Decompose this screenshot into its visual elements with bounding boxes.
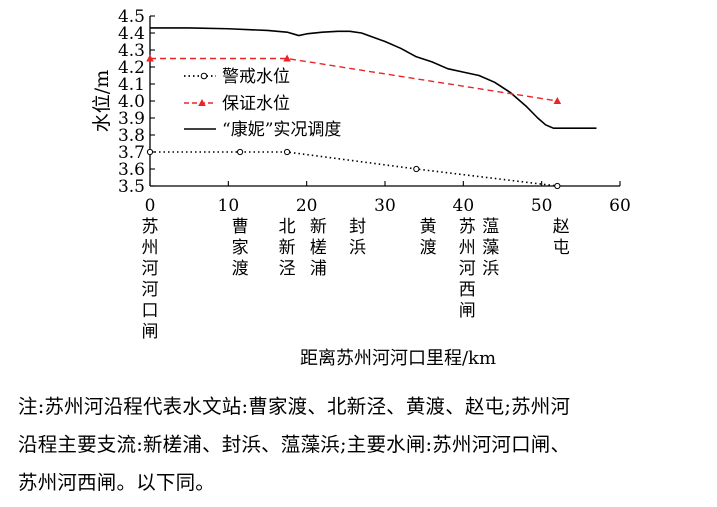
station-label: 赵屯 bbox=[553, 217, 570, 258]
station-label: 曹家渡 bbox=[232, 217, 249, 279]
y-tick-label: 3.6 bbox=[118, 160, 145, 180]
station-label: 苏州河西闸 bbox=[459, 217, 476, 321]
note-line: 注:苏州河沿程代表水文站:曹家渡、北新泾、黄渡、赵屯;苏州河 bbox=[18, 395, 571, 418]
y-tick-label: 3.7 bbox=[118, 143, 145, 163]
x-tick-label: 10 bbox=[218, 196, 240, 216]
series-line-actual bbox=[150, 27, 597, 129]
legend-label: 保证水位 bbox=[222, 94, 290, 114]
x-tick-label: 30 bbox=[374, 196, 396, 216]
y-tick-label: 3.5 bbox=[118, 177, 145, 197]
note-line: 沿程主要支流:新槎浦、封浜、蕰藻浜;主要水闸:苏州河河口闸、 bbox=[18, 433, 571, 456]
station-label: 苏州河河口闸 bbox=[142, 217, 159, 342]
station-label: 新槎浦 bbox=[310, 217, 327, 279]
series-point-guarantee bbox=[283, 54, 291, 62]
water-level-chart: 3.53.63.73.83.94.04.14.24.34.44.5 0 10 20 3… bbox=[91, 7, 631, 369]
note-line: 苏州河西闸。以下同。 bbox=[18, 471, 216, 494]
series-point-warning bbox=[554, 182, 561, 190]
y-axis-ticks: 3.53.63.73.83.94.04.14.24.34.44.5 bbox=[118, 7, 155, 197]
series-line-warning bbox=[150, 151, 558, 187]
legend-marker-warning bbox=[200, 72, 208, 80]
station-label: 蕰藻浜 bbox=[482, 217, 499, 279]
y-tick-label: 3.8 bbox=[118, 126, 145, 146]
y-tick-label: 4.0 bbox=[118, 92, 145, 112]
x-tick-label: 20 bbox=[296, 196, 318, 216]
series-line-guarantee bbox=[150, 57, 558, 102]
y-axis-label: 水位/m bbox=[91, 70, 113, 132]
series-point-warning bbox=[283, 148, 291, 156]
chart-series bbox=[146, 27, 597, 190]
y-tick-label: 3.9 bbox=[118, 109, 145, 129]
y-tick-label: 4.2 bbox=[118, 58, 145, 78]
y-tick-label: 4.5 bbox=[118, 7, 145, 27]
y-tick-label: 4.3 bbox=[118, 41, 145, 61]
x-axis-label: 距离苏州河河口里程/km bbox=[300, 348, 496, 369]
x-tick-label: 50 bbox=[531, 196, 553, 216]
station-label: 封浜 bbox=[349, 217, 366, 258]
x-tick-label: 40 bbox=[453, 196, 475, 216]
legend-label: “康妮”实况调度 bbox=[222, 120, 341, 140]
series-point-guarantee bbox=[553, 97, 562, 104]
legend-marker-guarantee bbox=[198, 99, 206, 106]
x-tick-label: 0 bbox=[145, 196, 156, 216]
y-tick-label: 4.4 bbox=[118, 24, 145, 44]
series-point-warning bbox=[236, 148, 244, 156]
series-point-warning bbox=[413, 165, 420, 173]
legend-label: 警戒水位 bbox=[222, 67, 290, 87]
figure-note: 注:苏州河沿程代表水文站:曹家渡、北新泾、黄渡、赵屯;苏州河 沿程主要支流:新槎… bbox=[18, 388, 708, 502]
series-point-guarantee bbox=[146, 54, 154, 62]
x-tick-label: 60 bbox=[609, 196, 631, 216]
series-point-warning bbox=[146, 148, 154, 156]
station-label: 黄渡 bbox=[420, 217, 437, 258]
x-axis-ticks: 0 10 20 30 40 50 60 bbox=[145, 181, 631, 216]
station-label: 北新泾 bbox=[279, 217, 296, 279]
y-tick-label: 4.1 bbox=[118, 75, 145, 95]
